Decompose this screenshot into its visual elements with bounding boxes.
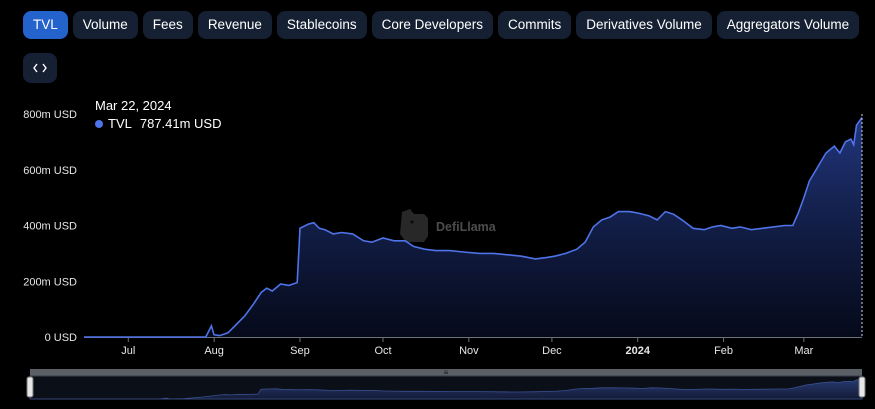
drag-handle-icon[interactable]: ≡ — [444, 368, 449, 377]
x-tick-label: Feb — [714, 345, 733, 357]
tab-revenue[interactable]: Revenue — [197, 11, 272, 39]
y-tick-label: 400m USD — [23, 221, 77, 233]
tvl-series-line — [84, 117, 863, 338]
chart-tooltip: Mar 22, 2024 TVL 787.41m USD — [95, 98, 222, 131]
tab-core-developers[interactable]: Core Developers — [371, 11, 493, 39]
x-tick-label: 2024 — [625, 345, 650, 357]
tooltip-value: 787.41m USD — [139, 116, 222, 131]
range-handle-left[interactable] — [26, 376, 34, 398]
x-tick-label: Dec — [542, 345, 562, 357]
tooltip-date: Mar 22, 2024 — [95, 98, 172, 113]
y-axis: 0 USD 200m USD 400m USD 600m USD 800m USD — [23, 109, 77, 344]
x-tick-label: Nov — [459, 345, 479, 357]
tooltip-series-name: TVL — [108, 116, 132, 131]
x-tick-label: Oct — [374, 345, 391, 357]
code-brackets-icon — [33, 63, 47, 73]
tab-tvl[interactable]: TVL — [23, 11, 68, 39]
y-tick-label: 800m USD — [23, 109, 77, 121]
range-slider-preview — [30, 378, 863, 400]
tab-volume[interactable]: Volume — [72, 11, 138, 39]
metric-tabs: TVL Volume Fees Revenue Stablecoins Core Deve… — [23, 11, 860, 39]
tab-stablecoins[interactable]: Stablecoins — [276, 11, 367, 39]
embed-button[interactable] — [23, 53, 57, 83]
tab-aggregators-volume[interactable]: Aggregators Volume — [716, 11, 860, 39]
y-tick-label: 600m USD — [23, 165, 77, 177]
tvl-area-fill — [84, 117, 862, 337]
tab-fees[interactable]: Fees — [142, 11, 193, 39]
range-handle-right[interactable] — [858, 376, 866, 398]
x-axis: Jul Aug Sep Oct Nov Dec 2024 Feb Mar — [84, 337, 862, 357]
y-tick-label: 0 USD — [45, 332, 77, 344]
x-tick-label: Mar — [794, 345, 813, 357]
y-tick-label: 200m USD — [23, 276, 77, 288]
range-slider-bar[interactable] — [30, 369, 862, 376]
watermark: DefiLlama — [400, 209, 497, 242]
watermark-text: DefiLlama — [436, 220, 497, 234]
llama-logo-icon — [400, 209, 428, 242]
x-tick-label: Jul — [121, 345, 135, 357]
x-tick-label: Sep — [290, 345, 310, 357]
x-tick-label: Aug — [204, 345, 224, 357]
tab-commits[interactable]: Commits — [497, 11, 572, 39]
range-slider[interactable]: ≡ — [26, 368, 866, 400]
tab-derivatives-volume[interactable]: Derivatives Volume — [576, 11, 712, 39]
series-dot-icon — [95, 119, 103, 128]
